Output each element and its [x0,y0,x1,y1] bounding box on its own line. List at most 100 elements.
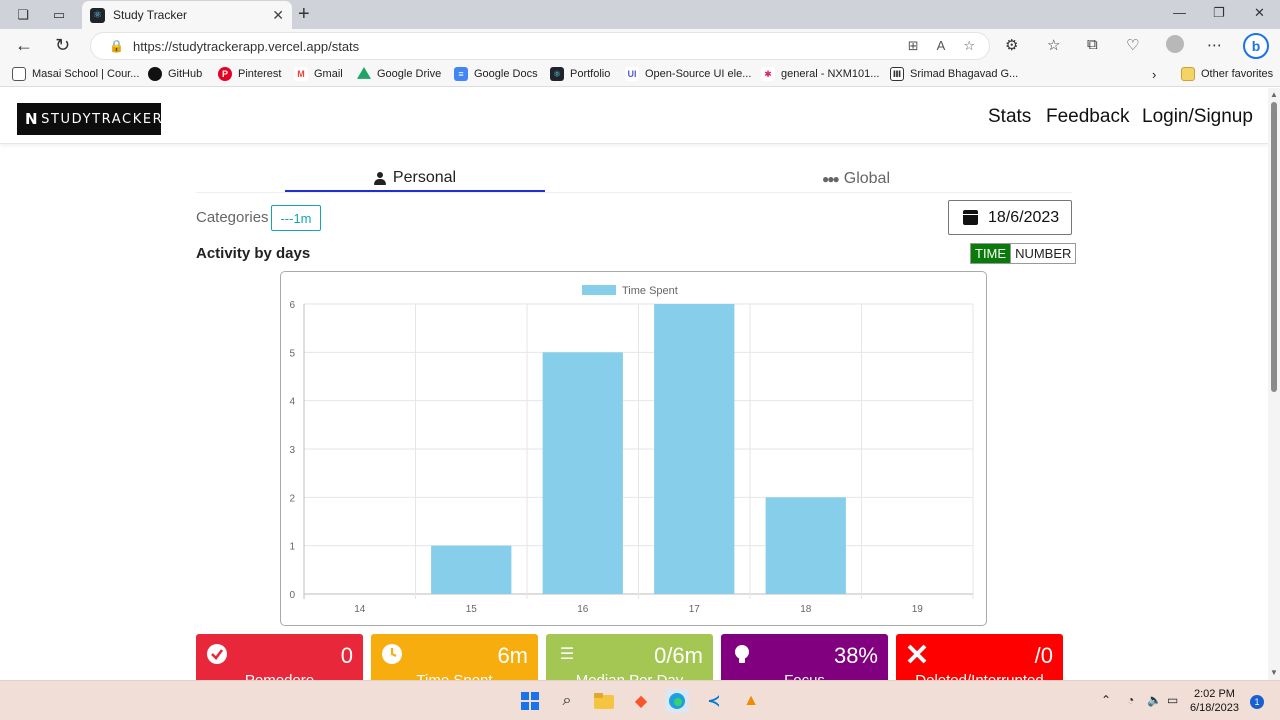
gmail-icon: M [294,67,308,81]
battery-icon[interactable]: ▭ [1167,693,1179,707]
bookmark-item[interactable]: Ⅲ Srimad Bhagavad G... [890,67,1018,81]
tab-actions-icon[interactable]: ▭ [52,7,66,22]
bookmark-item[interactable]: M Gmail [294,67,343,81]
minimize-icon[interactable]: — [1173,5,1186,20]
bar-17 [654,304,735,594]
x-tick-label: 17 [689,604,701,615]
drive-icon [357,67,371,79]
app-available-icon[interactable]: ⊞ [907,38,919,53]
favorites-icon[interactable]: ☆ [1047,37,1061,54]
file-explorer-icon[interactable] [592,689,616,713]
legend-swatch [582,285,616,295]
bing-copilot-icon[interactable]: b [1243,33,1269,59]
read-aloud-icon[interactable]: A [936,38,946,53]
other-favorites-folder[interactable]: Other favorites [1181,67,1273,81]
bookmark-item[interactable]: Masai School | Cour... [12,67,139,81]
scroll-down-arrow-icon[interactable]: ▼ [1270,668,1278,677]
activity-bar-chart-svg: 0 1 2 3 4 5 6 14 15 16 17 18 19 Time Spent [289,285,974,615]
site-header: N STUDYTRACKER Stats Feedback Login/Sign… [0,88,1268,144]
refresh-icon[interactable]: ↻ [55,35,71,55]
time-spent-label: Time Spent [371,672,538,680]
back-icon[interactable]: ← [15,35,33,55]
profile-avatar-icon[interactable] [1166,35,1184,53]
tray-chevron-up-icon[interactable]: ⌃ [1101,693,1112,707]
scroll-up-arrow-icon[interactable]: ▲ [1270,90,1278,99]
search-icon[interactable]: ⌕ [562,692,572,709]
y-tick-label: 3 [289,445,295,456]
date-value: 18/6/2023 [988,208,1060,226]
bookmarks-overflow-chevron-icon[interactable]: › [1152,67,1157,82]
page-icon [12,67,26,81]
browser-tab-title: Study Tracker [113,8,188,22]
focus-card: 38% Focus [721,634,888,680]
bookmark-item[interactable]: P Pinterest [218,67,281,81]
windows-taskbar: ⌕ ◆ ≺ ▲ ⌃ ◔ 🔈 ▭ 2:02 PM 6/18/2023 1 [0,680,1280,720]
x-tick-label: 14 [354,604,366,615]
nav-feedback-link[interactable]: Feedback [1046,106,1130,127]
tab-global[interactable]: ●●● Global [822,170,890,187]
bar-18 [765,497,846,594]
new-tab-button[interactable]: + [298,3,310,25]
x-tick-label: 18 [800,604,812,615]
close-tab-icon[interactable]: ✕ [272,6,284,23]
workspaces-icon[interactable]: ❏ [17,7,29,22]
y-tick-label: 2 [289,493,295,504]
notification-badge[interactable]: 1 [1250,695,1264,709]
collections-icon[interactable]: ⧉ [1087,36,1098,53]
category-chip[interactable]: ---1m [271,205,321,231]
url-text: https://studytrackerapp.vercel.app/stats [133,38,360,54]
bar-16 [542,352,623,594]
date-picker[interactable]: 18/6/2023 [948,200,1072,235]
bookmark-item[interactable]: ✱ general - NXM101... [761,67,879,81]
restore-icon[interactable]: ❐ [1213,5,1225,20]
more-menu-icon[interactable]: ⋯ [1207,37,1222,54]
list-icon: ☰ [559,646,575,663]
y-tick-label: 5 [289,348,295,359]
window-close-icon[interactable]: ✕ [1254,5,1265,20]
activity-by-days-title: Activity by days [196,245,311,262]
bookmark-item[interactable]: ⚛ Portfolio [550,67,610,81]
median-value: 0/6m [654,643,703,668]
bookmark-item[interactable]: Google Drive [357,67,441,81]
slack-icon: ✱ [761,67,775,81]
browser-tab[interactable]: ⚛ Study Tracker ✕ [82,1,292,29]
browser-tab-strip: ❏ ▭ ⚛ Study Tracker ✕ + — ❐ ✕ [0,0,1280,29]
pomodoro-label: Pomodoro [196,672,363,680]
bookmark-item[interactable]: ≡ Google Docs [454,67,538,81]
nav-stats-link[interactable]: Stats [988,106,1032,127]
toggle-number-button[interactable]: NUMBER [1010,244,1076,263]
legend-label: Time Spent [622,285,678,297]
time-spent-value: 6m [497,643,528,668]
tab-personal[interactable]: Personal [285,166,545,192]
taskbar-clock[interactable]: 2:02 PM 6/18/2023 [1190,687,1239,715]
react-favicon-icon: ⚛ [90,7,105,23]
folder-icon [1181,67,1195,81]
nav-login-signup-link[interactable]: Login/Signup [1142,106,1253,127]
deleted-interrupted-card: /0 Deleted/Interrupted [896,634,1063,680]
edge-browser-icon[interactable] [665,689,689,713]
windows-start-icon[interactable] [518,689,542,713]
bookmark-item[interactable]: GitHub [148,67,202,81]
x-tick-label: 16 [577,604,589,615]
median-card: ☰ 0/6m Median Per Day [546,634,713,680]
vscode-icon[interactable]: ≺ [707,693,721,710]
time-spent-card: 6m Time Spent [371,634,538,680]
browser-essentials-icon[interactable]: ♡ [1126,37,1140,54]
scrollbar-thumb[interactable] [1271,102,1277,392]
favorite-star-icon[interactable]: ☆ [963,38,975,53]
wifi-icon[interactable]: ◔ [1127,693,1135,707]
brave-browser-icon[interactable]: ◆ [634,693,648,710]
pinterest-icon: P [218,67,232,81]
vlc-icon[interactable]: ▲ [743,692,759,709]
calendar-icon [963,210,978,225]
x-icon [906,643,928,665]
toggle-time-button[interactable]: TIME [971,244,1011,263]
page-scrollbar[interactable]: ▲ ▼ [1268,88,1280,680]
github-icon [148,67,162,81]
bookmark-item[interactable]: UI Open-Source UI ele... [625,67,751,81]
volume-icon[interactable]: 🔈 [1147,693,1162,707]
extensions-icon[interactable]: ⚙ [1005,37,1019,54]
url-bar[interactable]: 🔒 https://studytrackerapp.vercel.app/sta… [90,32,990,60]
studytracker-logo[interactable]: N STUDYTRACKER [17,103,162,135]
docs-icon: ≡ [454,67,468,81]
